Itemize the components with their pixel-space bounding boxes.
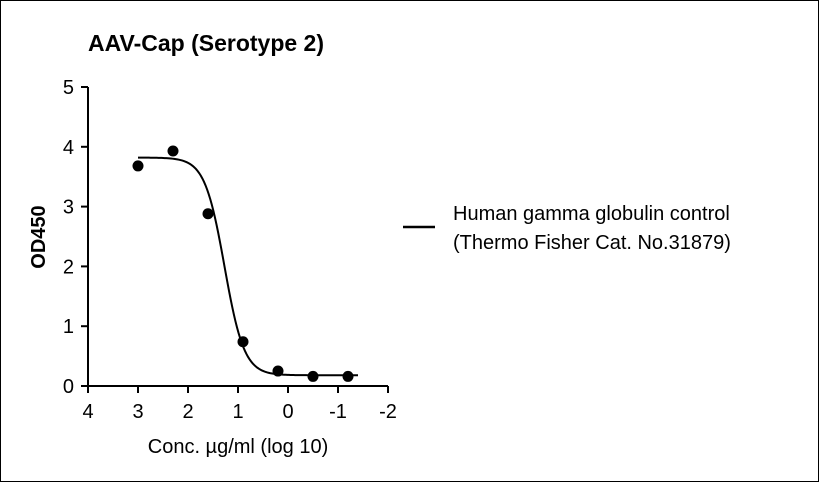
legend: Human gamma globulin control (Thermo Fis… — [403, 203, 731, 254]
x-tick-label: -2 — [379, 401, 397, 423]
y-tick-label: 1 — [63, 316, 74, 338]
x-tick-label: 4 — [82, 401, 93, 423]
data-point — [167, 145, 179, 157]
x-tick-label: 0 — [282, 401, 293, 423]
x-tick-label: 2 — [182, 401, 193, 423]
y-tick-label: 0 — [63, 376, 74, 398]
y-tick-label: 2 — [63, 256, 74, 278]
chart-title: AAV-Cap (Serotype 2) — [88, 30, 324, 56]
data-point — [342, 370, 354, 382]
legend-label-line1: Human gamma globulin control — [453, 203, 730, 225]
data-point — [307, 370, 319, 382]
x-axis-label: Conc. µg/ml (log 10) — [148, 436, 328, 458]
x-tick-label: -1 — [329, 401, 347, 423]
data-points — [132, 145, 354, 382]
x-ticks: 4 3 2 1 0 -1 -2 — [82, 386, 397, 423]
y-ticks: 0 1 2 3 4 5 — [63, 77, 88, 398]
y-axis-label: OD450 — [28, 205, 50, 268]
legend-label-line2: (Thermo Fisher Cat. No.31879) — [453, 232, 731, 254]
x-tick-label: 1 — [232, 401, 243, 423]
data-point — [132, 160, 144, 172]
y-tick-label: 3 — [63, 197, 74, 219]
fit-curve — [138, 156, 358, 377]
data-point — [272, 365, 284, 377]
y-tick-label: 4 — [63, 137, 74, 159]
x-tick-label: 3 — [132, 401, 143, 423]
y-tick-label: 5 — [63, 77, 74, 99]
plot-area: 0 1 2 3 4 5 4 3 2 1 0 -1 -2 — [63, 77, 397, 423]
data-point — [202, 208, 214, 220]
data-point — [237, 336, 249, 348]
